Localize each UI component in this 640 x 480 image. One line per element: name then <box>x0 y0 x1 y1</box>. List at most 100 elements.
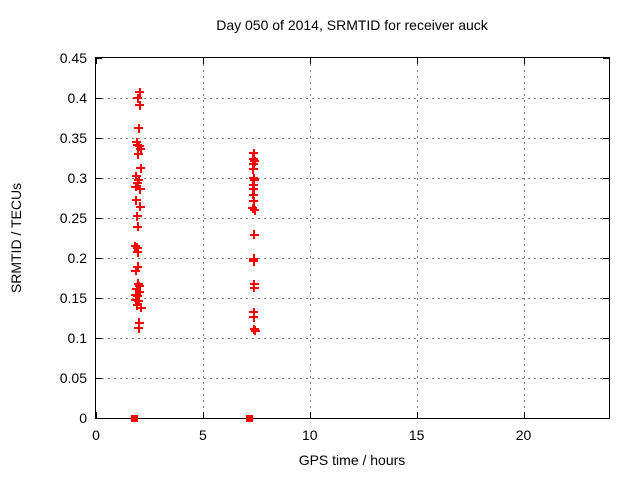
x-tick-top <box>523 58 525 64</box>
data-point-plus <box>134 318 144 328</box>
y-tick-right <box>603 378 609 379</box>
data-point-plus <box>132 284 142 294</box>
y-tick-label: 0 <box>79 410 87 426</box>
y-tick-right <box>603 178 609 179</box>
x-tick-top <box>416 58 418 64</box>
x-tick-bottom <box>416 412 418 418</box>
y-tick-right <box>603 298 609 299</box>
data-point-plus <box>249 175 259 185</box>
x-tick-bottom <box>523 412 525 418</box>
chart-title: Day 050 of 2014, SRMTID for receiver auc… <box>216 17 488 33</box>
data-point-plus <box>249 159 259 169</box>
x-tick-label: 5 <box>198 427 207 443</box>
h-gridline <box>96 298 609 299</box>
y-tick-label: 0.35 <box>59 130 87 146</box>
data-point-plus <box>132 243 142 253</box>
x-tick-label: 0 <box>92 427 100 443</box>
data-point-plus <box>248 203 258 213</box>
v-gridline <box>416 58 418 418</box>
data-point-plus <box>134 323 144 333</box>
data-point-plus <box>135 87 145 97</box>
data-point-plus <box>249 283 259 293</box>
data-point-plus <box>249 184 259 194</box>
data-point-plus <box>249 148 259 158</box>
data-point-plus <box>250 205 260 215</box>
data-point-plus <box>135 184 145 194</box>
y-tick-left <box>96 298 102 299</box>
data-point-plus <box>136 144 146 154</box>
data-point-plus <box>249 307 259 317</box>
y-tick-left <box>96 258 102 259</box>
v-gridline <box>309 58 311 418</box>
x-tick-bottom <box>96 412 97 418</box>
y-tick-label: 0.45 <box>59 50 87 66</box>
h-gridline <box>96 378 609 379</box>
data-point-plus <box>248 190 258 200</box>
data-point-plus <box>249 324 259 334</box>
y-tick-label: 0.2 <box>67 250 87 266</box>
x-tick-top <box>202 58 204 64</box>
data-point-plus <box>131 171 141 181</box>
y-tick-right <box>603 218 609 219</box>
y-tick-left <box>96 178 102 179</box>
y-axis-title: SRMTID / TECUs <box>8 182 24 294</box>
y-tick-left <box>96 138 102 139</box>
data-point-plus <box>131 182 141 192</box>
y-tick-left <box>96 338 102 339</box>
v-gridline <box>202 58 204 418</box>
data-point-plus <box>250 326 260 336</box>
h-gridline <box>96 218 609 219</box>
data-point-plus <box>249 196 259 206</box>
data-point-plus <box>248 154 258 164</box>
data-point-square <box>130 414 138 422</box>
data-point-plus <box>134 123 144 133</box>
y-tick-right <box>603 58 609 59</box>
data-point-plus <box>134 296 144 306</box>
data-point-plus <box>135 287 145 297</box>
data-point-plus <box>133 222 143 232</box>
h-gridline <box>96 98 609 99</box>
y-tick-right <box>603 338 609 339</box>
data-point-plus <box>133 247 143 257</box>
data-point-square <box>246 414 254 422</box>
data-point-plus <box>131 266 141 276</box>
data-point-plus <box>249 256 259 266</box>
data-point-plus <box>133 291 143 301</box>
y-tick-right <box>603 98 609 99</box>
data-point-plus <box>134 141 144 151</box>
x-tick-label: 15 <box>408 427 425 443</box>
data-point-plus <box>133 149 143 159</box>
data-point-plus <box>249 312 259 322</box>
y-tick-label: 0.4 <box>67 90 87 106</box>
h-gridline <box>96 178 609 179</box>
y-tick-label: 0.05 <box>59 370 87 386</box>
y-tick-left <box>96 218 102 219</box>
plot-area: 0 5 10 15 20 0 0.05 0.1 0.15 0.2 0.25 0.3 0.35 0.4 0.4… <box>60 50 610 443</box>
data-point-plus <box>132 211 142 221</box>
data-point-plus <box>133 93 143 103</box>
y-tick-left <box>96 418 102 419</box>
data-point-plus <box>133 262 143 272</box>
y-tick-right <box>603 418 609 419</box>
y-tick-label: 0.15 <box>59 290 87 306</box>
data-point-plus <box>130 241 140 251</box>
x-tick-bottom <box>202 412 204 418</box>
x-tick-label: 10 <box>301 427 318 443</box>
data-point-plus <box>131 195 141 205</box>
y-tick-left <box>96 58 102 59</box>
y-tick-right <box>603 258 609 259</box>
y-tick-label: 0.1 <box>67 330 87 346</box>
data-point-plus <box>132 300 142 310</box>
data-point-plus <box>135 202 145 212</box>
h-gridline <box>96 258 609 259</box>
data-point-plus <box>132 137 142 147</box>
y-tick-label: 0.3 <box>67 170 87 186</box>
h-gridline <box>96 138 609 139</box>
data-point-plus <box>248 164 258 174</box>
data-point-plus <box>131 290 141 300</box>
data-point-plus <box>249 230 259 240</box>
y-tick-left <box>96 98 102 99</box>
data-point-plus <box>136 163 146 173</box>
data-point-plus <box>136 303 146 313</box>
